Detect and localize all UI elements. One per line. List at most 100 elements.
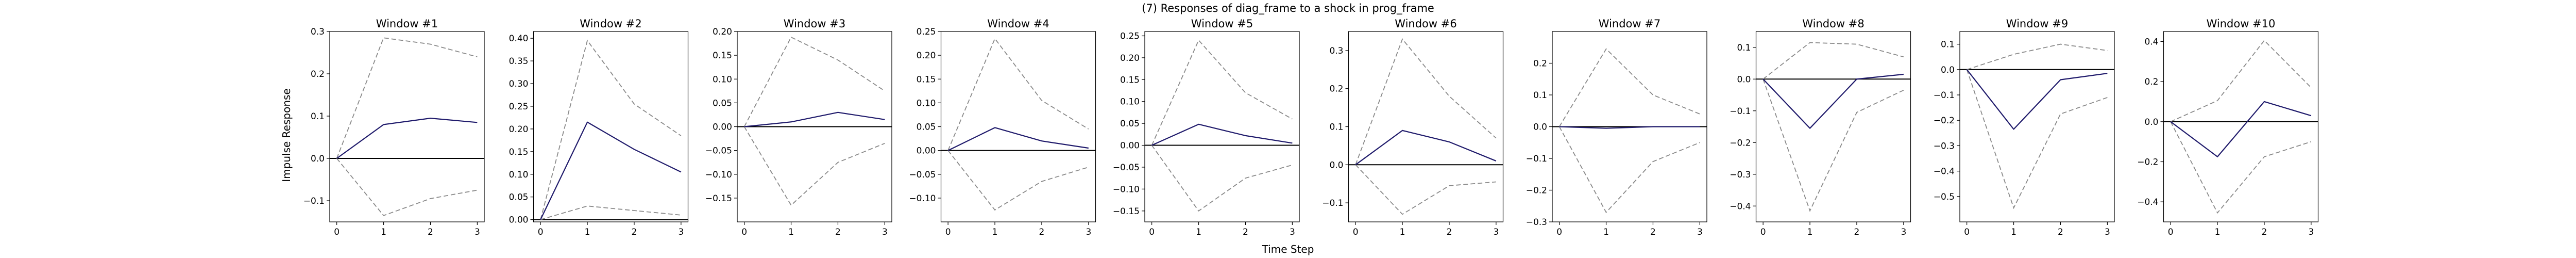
irf-line	[1559, 126, 1700, 129]
x-tick-label: 1	[788, 227, 794, 237]
y-tick-label: 0.0	[1533, 122, 1547, 133]
y-tick-label: 0.3	[311, 27, 325, 37]
y-tick-label: 0.2	[2144, 77, 2158, 87]
panel-window-1: Window #1 0 1 2 3 −0.1 0.0 0.1 0.2 0.3	[303, 18, 485, 237]
y-tick-label: 0.1	[1941, 40, 1955, 50]
x-tick-label: 1	[381, 227, 386, 237]
y-tick-label: −0.10	[909, 194, 936, 204]
y-tick-label: 0.10	[713, 74, 732, 85]
panel-title: Window #6	[1395, 18, 1456, 30]
x-tick-label: 1	[992, 227, 998, 237]
y-tick-label: 0.15	[1120, 75, 1140, 85]
y-tick-label: 0.1	[311, 111, 325, 122]
y-tick-label: 0.0	[1941, 65, 1955, 75]
y-tick-label: −0.1	[1730, 106, 1751, 117]
panel-window-7: Window #7 0 1 2 3 −0.3 −0.2 −0.1 0.0 0.1 0.2	[1526, 18, 1707, 237]
x-tick-label: 3	[1086, 227, 1091, 237]
y-tick-label: 0.25	[1120, 31, 1140, 41]
panel-window-4: Window #4 0 1 2 3 −0.10 −0.05 0.00 0.05 0.10 0.15 0…	[909, 18, 1096, 237]
y-tick-label: −0.3	[1730, 170, 1751, 180]
x-tick-label: 0	[1149, 227, 1155, 237]
confidence-band-upper	[1355, 38, 1497, 165]
x-tick-label: 3	[474, 227, 480, 237]
y-tick-label: 0.05	[509, 192, 529, 203]
y-tick-label: −0.2	[1934, 116, 1955, 126]
confidence-band-lower	[336, 158, 478, 216]
y-tick-label: 0.40	[509, 34, 529, 44]
y-tick-label: 0.20	[509, 124, 529, 135]
irf-line	[744, 111, 885, 127]
x-tick-label: 1	[2215, 227, 2221, 237]
y-tick-label: 0.3	[1329, 46, 1343, 56]
y-tick-label: −0.05	[909, 170, 936, 180]
y-tick-label: −0.2	[1526, 186, 1547, 196]
confidence-band-lower	[1558, 126, 1700, 214]
confidence-band-upper	[1762, 42, 1904, 79]
irf-line	[336, 118, 478, 159]
x-tick-label: 0	[945, 227, 951, 237]
confidence-band-upper	[336, 37, 478, 159]
y-tick-label: 0.2	[1533, 59, 1547, 69]
x-tick-label: 2	[835, 227, 841, 237]
confidence-band-lower	[1762, 78, 1904, 212]
y-tick-label: 0.35	[509, 56, 529, 67]
panel-window-9: Window #9 0 1 2 3 −0.5 −0.4 −0.3 −0.2 −0.1 0.0 0.1	[1934, 18, 2115, 237]
x-tick-label: 3	[1901, 227, 1906, 237]
y-tick-label: 0.1	[1533, 90, 1547, 101]
x-tick-label: 2	[2262, 227, 2267, 237]
y-tick-label: 0.10	[509, 170, 529, 180]
y-tick-label: −0.1	[1526, 154, 1547, 164]
y-tick-label: 0.0	[311, 154, 325, 164]
y-tick-label: −0.4	[1934, 167, 1955, 177]
x-tick-label: 2	[1039, 227, 1045, 237]
irf-line	[1355, 130, 1497, 166]
panel-window-10: Window #10 0 1 2 3 −0.4 −0.2 0.0 0.2 0.4	[2137, 18, 2319, 237]
panel-title: Window #8	[1802, 18, 1864, 30]
x-tick-label: 0	[2168, 227, 2174, 237]
x-tick-label: 1	[2011, 227, 2016, 237]
axes-frame	[329, 31, 485, 222]
x-tick-label: 2	[632, 227, 637, 237]
y-tick-label: −0.1	[1934, 90, 1955, 101]
confidence-band-upper	[1967, 43, 2108, 70]
x-tick-label: 3	[2105, 227, 2110, 237]
confidence-band-lower	[1355, 164, 1496, 215]
y-axis-label: Impulse Response	[280, 88, 293, 182]
x-tick-label: 2	[428, 227, 433, 237]
panel-window-3: Window #3 0 1 2 3 −0.15 −0.10 −0.05 0.00 0.05 0.10…	[705, 18, 892, 237]
y-tick-label: −0.2	[2137, 157, 2158, 167]
x-tick-label: 3	[678, 227, 684, 237]
panel-window-8: Window #8 0 1 2 3 −0.4 −0.3 −0.2 −0.1 0.0 0.1	[1730, 18, 1911, 237]
confidence-band-lower	[1966, 69, 2108, 209]
x-tick-label: 3	[1697, 227, 1703, 237]
x-tick-label: 3	[882, 227, 888, 237]
irf-line	[1966, 69, 2108, 130]
x-tick-label: 0	[334, 227, 340, 237]
panel-title: Window #4	[987, 18, 1049, 30]
y-tick-label: 0.10	[1120, 97, 1140, 107]
confidence-band-upper	[2170, 40, 2312, 122]
confidence-band-lower	[947, 150, 1089, 211]
panel-title: Window #5	[1191, 18, 1253, 30]
panel-title: Window #7	[1599, 18, 1660, 30]
x-tick-label: 2	[1650, 227, 1656, 237]
x-axis-label: Time Step	[1262, 243, 1314, 255]
x-tick-label: 1	[585, 227, 590, 237]
panel-window-5: Window #5 0 1 2 3 −0.15 −0.10 −0.05 0.00 0.05 0.10…	[1113, 18, 1300, 237]
y-tick-label: 0.05	[917, 122, 936, 133]
y-tick-label: −0.4	[2137, 197, 2158, 207]
y-tick-label: 0.15	[917, 74, 936, 85]
confidence-band-lower	[540, 205, 681, 220]
confidence-band-lower	[743, 126, 885, 206]
x-tick-label: 0	[1556, 227, 1562, 237]
y-tick-label: 0.00	[1120, 141, 1140, 151]
y-tick-label: −0.4	[1730, 201, 1751, 212]
y-tick-label: −0.15	[705, 194, 732, 204]
confidence-band-upper	[1151, 39, 1293, 146]
confidence-band-upper	[743, 36, 885, 127]
confidence-band-upper	[1558, 48, 1700, 127]
axes-frame	[940, 31, 1096, 222]
x-tick-label: 1	[1400, 227, 1405, 237]
x-tick-label: 0	[741, 227, 747, 237]
